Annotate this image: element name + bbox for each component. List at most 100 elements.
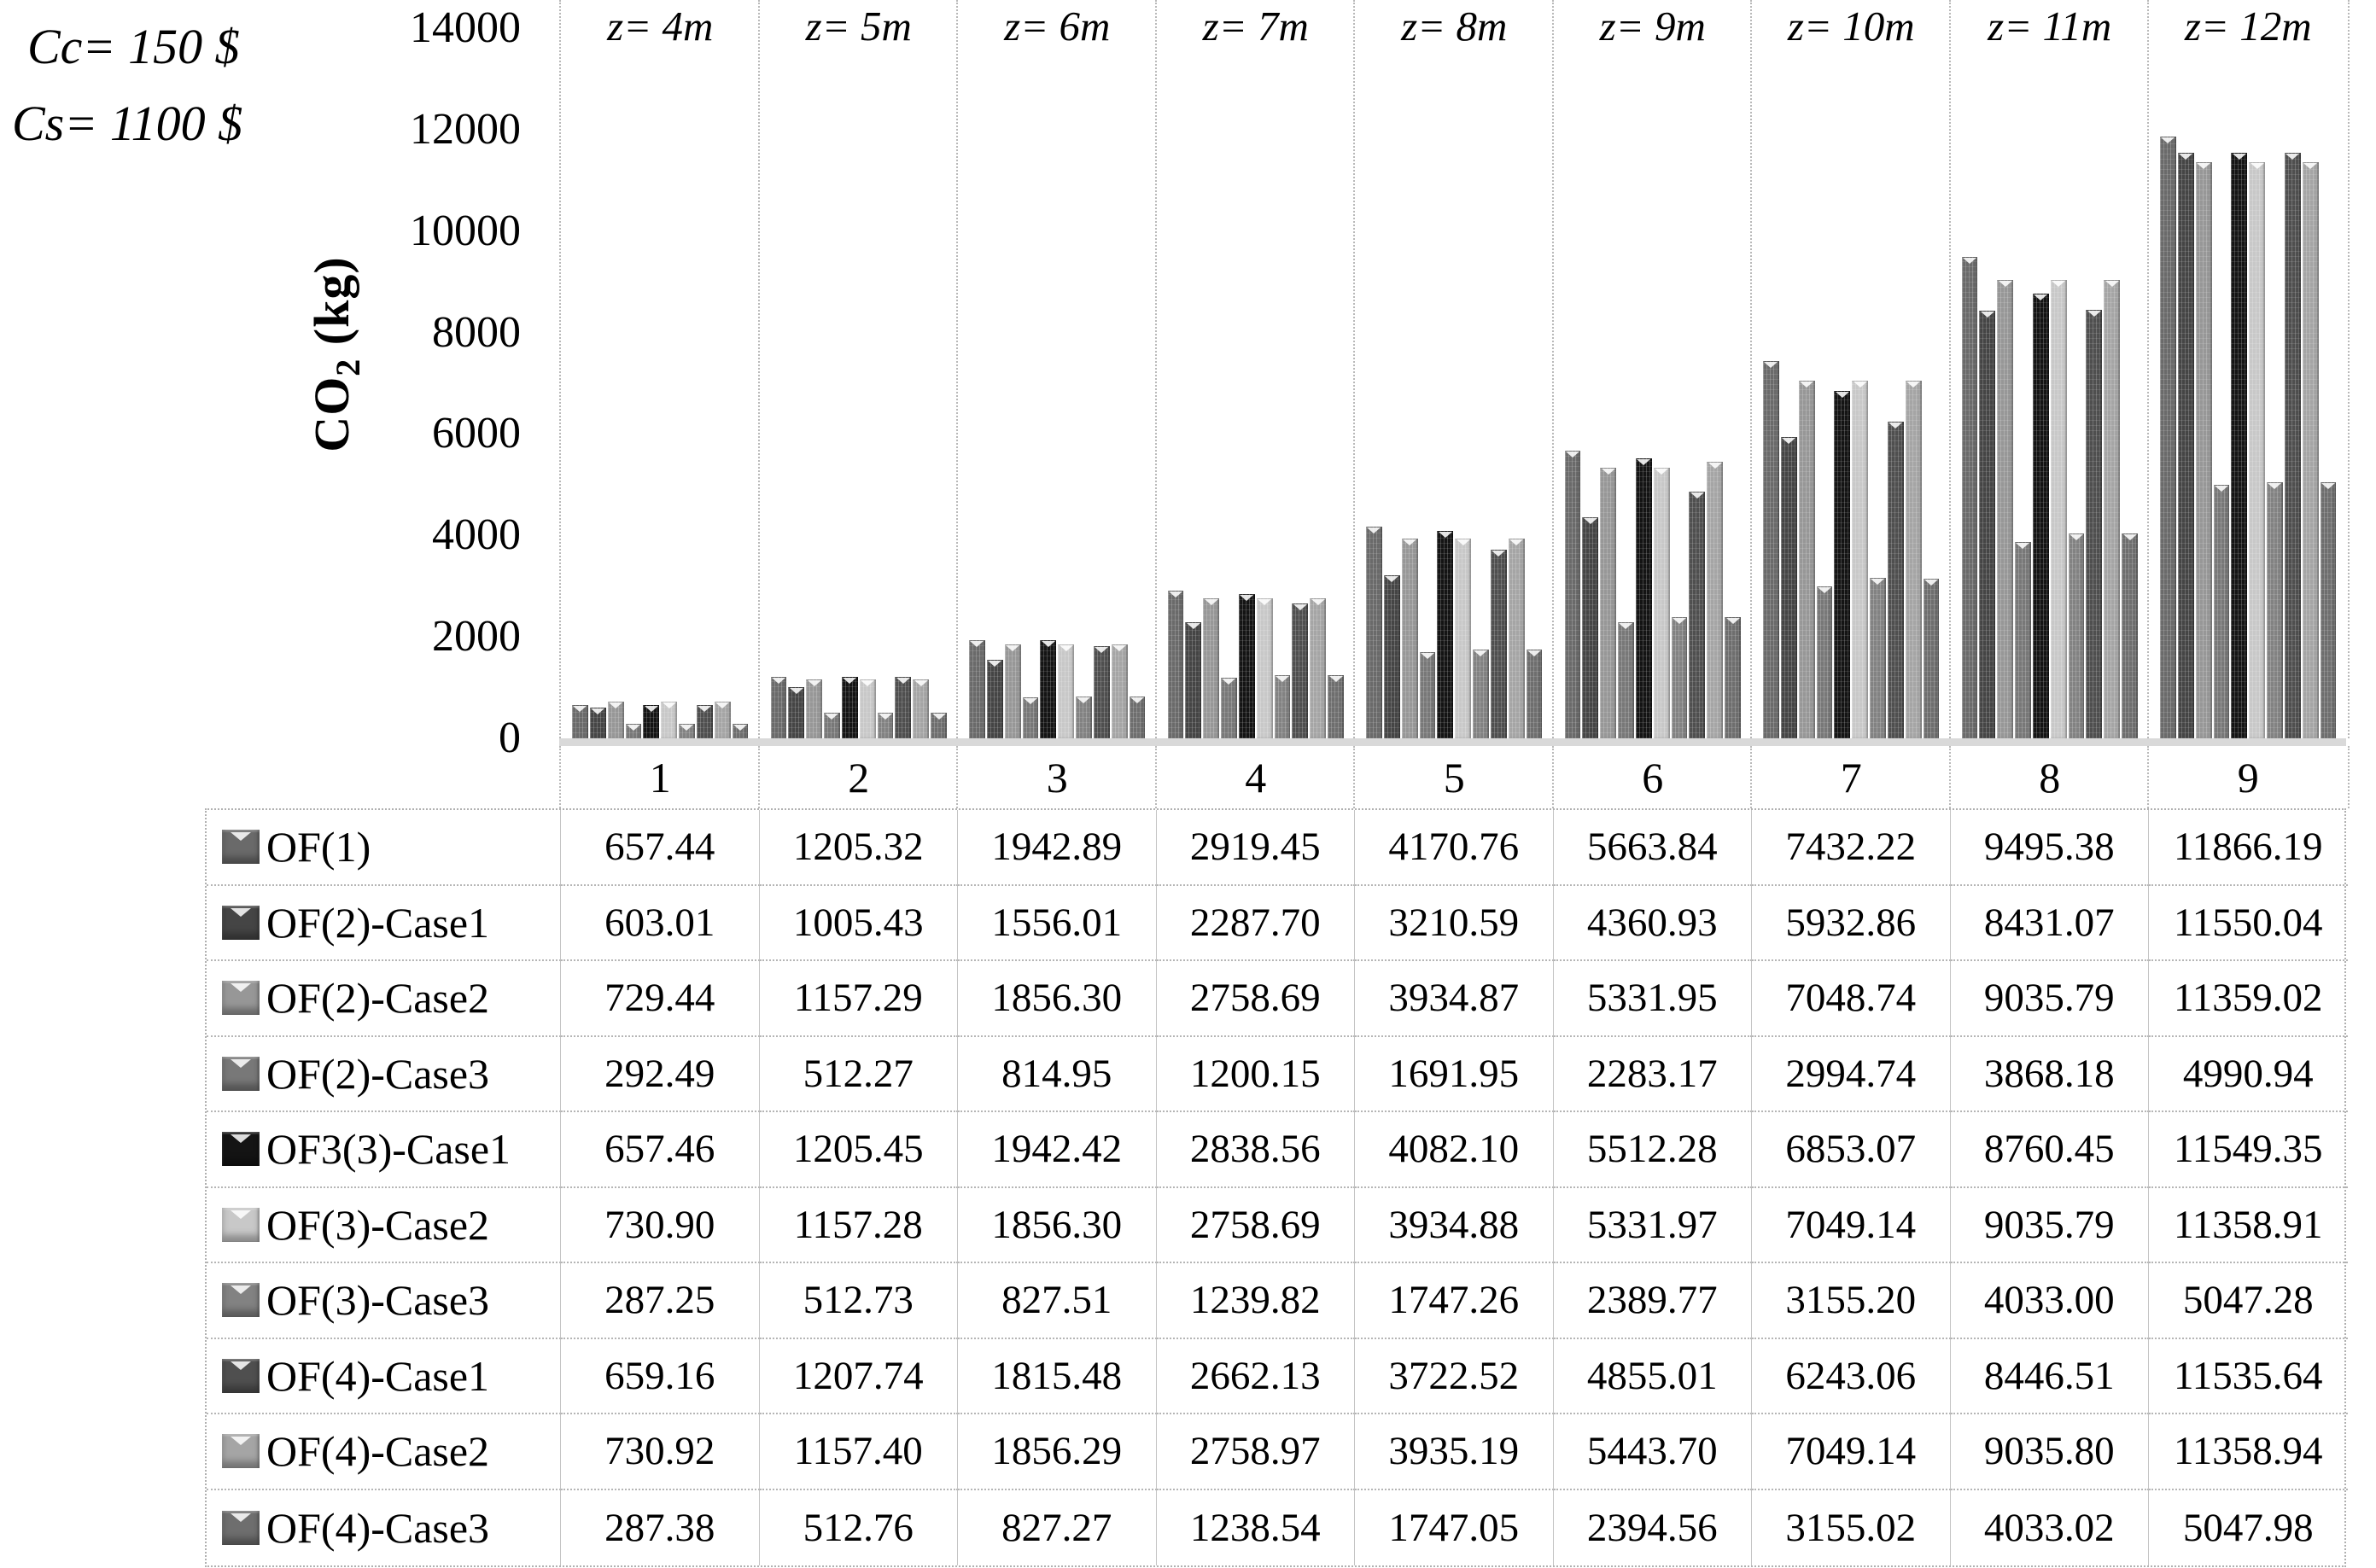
table-value-OF(4)-Case3-cat3: 827.27 — [958, 1489, 1157, 1565]
bar-OF(3)-Case2-cat9 — [2249, 162, 2266, 738]
bar-group — [1961, 257, 2139, 738]
table-value-OF(2)-Case2-cat3: 1856.30 — [958, 961, 1157, 1037]
table-value-OF(2)-Case3-cat5: 1691.95 — [1355, 1036, 1554, 1112]
bar-OF(2)-Case3-cat7 — [1816, 586, 1833, 738]
category-label-7: 7 — [1750, 746, 1951, 808]
table-value-OF(4)-Case2-cat7: 7049.14 — [1752, 1414, 1951, 1490]
bar-OF(4)-Case1-cat4 — [1292, 603, 1309, 738]
table-value-OF(2)-Case2-cat6: 5331.95 — [1553, 961, 1752, 1037]
table-value-OF(3)-Case2-cat5: 3934.88 — [1355, 1187, 1554, 1263]
table-value-OF(2)-Case3-cat4: 1200.15 — [1156, 1036, 1355, 1112]
legend-label: OF(4)-Case3 — [266, 1503, 490, 1552]
cc-cost-label: Cc= 150 $ — [27, 19, 240, 74]
table-value-OF(2)-Case2-cat9: 11359.02 — [2149, 961, 2348, 1037]
table-value-OF(3)-Case3-cat2: 512.73 — [759, 1263, 958, 1339]
table-value-OF3(3)-Case1-cat7: 6853.07 — [1752, 1112, 1951, 1188]
table-value-OF(2)-Case1-cat7: 5932.86 — [1752, 885, 1951, 961]
table-value-OF(3)-Case3-cat5: 1747.26 — [1355, 1263, 1554, 1339]
bar-OF(4)-Case1-cat8 — [2086, 310, 2103, 738]
legend-cell-OF(2)-Case3: OF(2)-Case3 — [207, 1036, 561, 1112]
legend-label: OF(2)-Case2 — [266, 974, 490, 1023]
table-value-OF(2)-Case3-cat1: 292.49 — [561, 1036, 760, 1112]
bar-OF(4)-Case2-cat9 — [2302, 162, 2319, 738]
bar-OF3(3)-Case1-cat8 — [2032, 294, 2049, 738]
bar-OF(3)-Case2-cat3 — [1058, 644, 1075, 738]
table-value-OF(4)-Case2-cat5: 3935.19 — [1355, 1414, 1554, 1490]
bar-OF(4)-Case2-cat3 — [1111, 644, 1128, 738]
table-value-OF(2)-Case1-cat8: 8431.07 — [1950, 885, 2149, 961]
bar-OF(2)-Case2-cat6 — [1600, 468, 1617, 738]
table-value-OF(2)-Case2-cat2: 1157.29 — [759, 961, 958, 1037]
bar-OF(1)-cat3 — [969, 640, 985, 738]
bar-OF(4)-Case3-cat4 — [1328, 675, 1344, 738]
bar-OF(3)-Case3-cat5 — [1473, 650, 1489, 738]
table-value-OF(2)-Case3-cat2: 512.27 — [759, 1036, 958, 1112]
legend-swatch-OF3(3)-Case1 — [222, 1132, 260, 1167]
chart-group-column: z= 9m — [1551, 0, 1753, 738]
bar-OF(2)-Case2-cat1 — [607, 702, 624, 738]
table-value-OF(3)-Case2-cat1: 730.90 — [561, 1187, 760, 1263]
cs-cost-label: Cs= 1100 $ — [12, 95, 243, 151]
bar-OF(1)-cat6 — [1564, 451, 1581, 738]
legend-label: OF(4)-Case2 — [266, 1427, 490, 1476]
bar-OF(4)-Case1-cat1 — [696, 705, 713, 738]
legend-label: OF(2)-Case1 — [266, 898, 490, 947]
chart-floor-strip — [559, 738, 2346, 746]
bar-OF(2)-Case3-cat5 — [1419, 652, 1436, 738]
bar-OF(3)-Case3-cat9 — [2267, 482, 2283, 738]
bar-group — [1763, 361, 1940, 738]
y-tick-label: 14000 — [410, 3, 521, 52]
table-value-OF(4)-Case2-cat1: 730.92 — [561, 1414, 760, 1490]
bar-OF(1)-cat5 — [1366, 527, 1382, 738]
bar-OF(1)-cat7 — [1763, 361, 1779, 738]
bar-OF(3)-Case3-cat2 — [877, 713, 894, 738]
bar-OF(3)-Case3-cat7 — [1870, 578, 1886, 738]
table-value-OF(2)-Case3-cat8: 3868.18 — [1950, 1036, 2149, 1112]
y-tick-label: 6000 — [432, 409, 521, 458]
bar-OF(4)-Case3-cat6 — [1725, 617, 1741, 738]
table-value-OF(3)-Case2-cat8: 9035.79 — [1950, 1187, 2149, 1263]
bar-OF(2)-Case2-cat8 — [1997, 280, 2014, 738]
bar-OF(4)-Case3-cat2 — [931, 713, 947, 738]
bar-OF(2)-Case3-cat6 — [1618, 622, 1634, 738]
table-value-OF(1)-cat8: 9495.38 — [1950, 810, 2149, 886]
y-tick-label: 0 — [499, 714, 521, 762]
bar-OF(3)-Case2-cat6 — [1653, 468, 1670, 738]
bar-group — [1564, 451, 1742, 738]
bar-OF(4)-Case2-cat7 — [1905, 381, 1922, 738]
table-value-OF(4)-Case2-cat6: 5443.70 — [1553, 1414, 1752, 1490]
bar-OF(3)-Case2-cat4 — [1256, 598, 1273, 738]
bar-OF(2)-Case2-cat9 — [2195, 162, 2212, 738]
bar-OF(3)-Case3-cat3 — [1076, 697, 1092, 738]
table-value-OF(3)-Case3-cat3: 827.51 — [958, 1263, 1157, 1339]
chart-group-column: z= 10m — [1750, 0, 1951, 738]
table-value-OF3(3)-Case1-cat2: 1205.45 — [759, 1112, 958, 1188]
group-header-label: z= 6m — [1004, 3, 1111, 50]
table-value-OF(4)-Case3-cat4: 1238.54 — [1157, 1489, 1355, 1565]
bar-OF(1)-cat2 — [770, 677, 787, 738]
bar-OF(2)-Case3-cat1 — [625, 724, 642, 738]
bar-OF(1)-cat1 — [572, 705, 588, 738]
legend-swatch-OF(2)-Case1 — [222, 905, 260, 940]
group-header-label: z= 8m — [1401, 3, 1508, 50]
bar-OF(4)-Case3-cat1 — [732, 724, 749, 738]
table-value-OF(4)-Case1-cat9: 11535.64 — [2149, 1339, 2348, 1414]
bar-OF3(3)-Case1-cat5 — [1437, 531, 1454, 738]
table-value-OF(4)-Case1-cat5: 3722.52 — [1355, 1338, 1554, 1414]
table-value-OF(2)-Case3-cat6: 2283.17 — [1553, 1036, 1752, 1112]
table-value-OF(1)-cat3: 1942.89 — [958, 810, 1157, 886]
legend-swatch-OF(4)-Case1 — [222, 1358, 260, 1393]
y-tick-label: 4000 — [432, 510, 521, 560]
table-value-OF(4)-Case1-cat4: 2662.13 — [1156, 1338, 1355, 1414]
data-table: OF(1) 657.44 1205.32 1942.89 2919.45 4170.76 5… — [205, 808, 2348, 1567]
chart-group-column: z= 12m — [2147, 0, 2350, 738]
table-value-OF3(3)-Case1-cat4: 2838.56 — [1156, 1112, 1355, 1188]
table-value-OF(1)-cat5: 4170.76 — [1355, 810, 1554, 886]
bar-OF3(3)-Case1-cat9 — [2231, 153, 2248, 738]
bar-OF(3)-Case2-cat2 — [859, 679, 876, 738]
table-value-OF(4)-Case3-cat8: 4033.02 — [1951, 1489, 2149, 1565]
y-tick-label: 10000 — [410, 206, 521, 255]
bar-OF(4)-Case2-cat2 — [913, 679, 930, 738]
bar-OF(2)-Case1-cat3 — [986, 660, 1003, 738]
legend-swatch-OF(3)-Case3 — [222, 1283, 260, 1318]
